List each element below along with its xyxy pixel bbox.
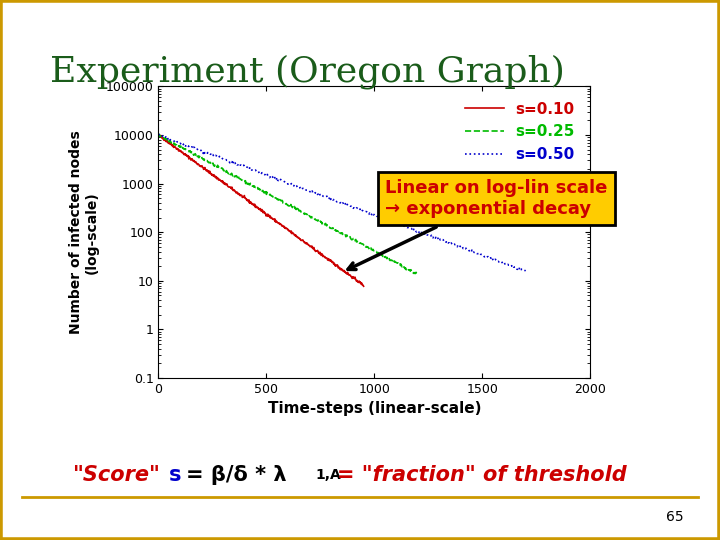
s=0.50 <box>521 268 530 274</box>
s=0.25 <box>155 131 163 137</box>
s=0.50 <box>328 197 337 204</box>
s=0.10 <box>253 205 261 211</box>
Legend: s=0.10, s=0.25, s=0.50: s=0.10, s=0.25, s=0.50 <box>458 94 582 170</box>
Line: s=0.25: s=0.25 <box>158 134 418 274</box>
Line: s=0.10: s=0.10 <box>158 134 364 286</box>
s=0.25 <box>154 131 163 138</box>
s=0.10 <box>265 212 274 219</box>
Text: s: s <box>169 465 181 485</box>
s=0.25 <box>278 197 287 204</box>
s=0.10 <box>323 255 331 261</box>
Text: Linear on log-lin scale
→ exponential decay: Linear on log-lin scale → exponential de… <box>348 179 608 269</box>
s=0.10 <box>251 203 260 210</box>
s=0.25 <box>408 268 416 275</box>
s=0.25 <box>367 246 376 253</box>
s=0.50 <box>353 205 361 211</box>
s=0.50 <box>455 244 464 250</box>
s=0.50 <box>513 266 521 272</box>
X-axis label: Time-steps (linear-scale): Time-steps (linear-scale) <box>268 401 481 416</box>
s=0.50 <box>154 131 163 137</box>
s=0.50 <box>373 213 382 220</box>
Text: "Score": "Score" <box>72 465 160 485</box>
s=0.25 <box>295 208 304 214</box>
Y-axis label: Number of infected nodes
(log-scale): Number of infected nodes (log-scale) <box>68 130 99 334</box>
Text: = β/δ * λ: = β/δ * λ <box>186 465 287 485</box>
Text: 65: 65 <box>667 510 684 524</box>
s=0.50 <box>330 198 339 204</box>
Text: Experiment (Oregon Graph): Experiment (Oregon Graph) <box>50 54 565 89</box>
s=0.25 <box>279 200 288 206</box>
s=0.25 <box>413 271 421 278</box>
s=0.25 <box>413 271 422 277</box>
s=0.10 <box>354 279 363 286</box>
Line: s=0.50: s=0.50 <box>158 134 526 271</box>
Text: 1,A: 1,A <box>315 468 341 482</box>
s=0.10 <box>359 283 368 289</box>
s=0.25 <box>309 215 318 221</box>
Text: = "fraction" of threshold: = "fraction" of threshold <box>337 465 626 485</box>
s=0.10 <box>154 131 163 138</box>
s=0.10 <box>276 221 285 227</box>
